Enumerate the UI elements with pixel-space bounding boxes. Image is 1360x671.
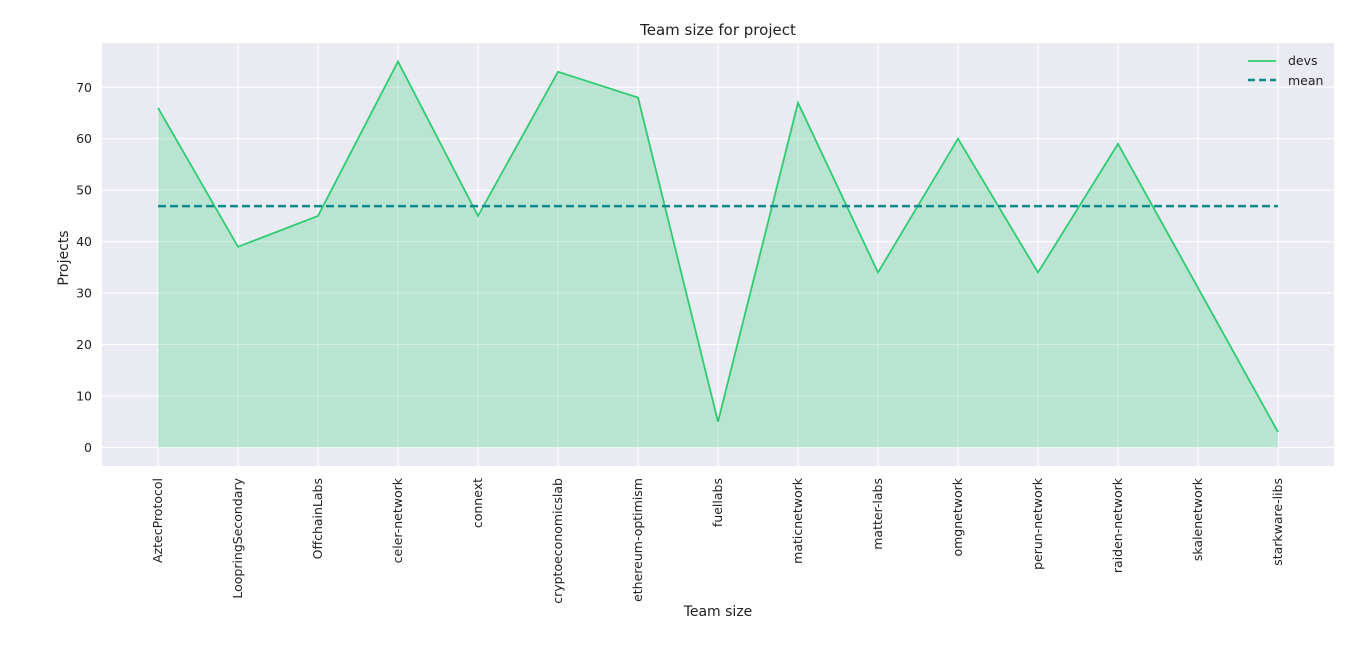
y-tick-label: 40 (76, 234, 92, 249)
series-layer (157, 59, 1279, 433)
x-tick-label: celer-network (390, 477, 405, 563)
y-tick-label: 60 (76, 131, 92, 146)
legend-devs-label: devs (1288, 53, 1318, 68)
x-tick-label: raiden-network (1110, 477, 1125, 573)
x-tick-label: omgnetwork (950, 477, 965, 556)
y-tick-label: 30 (76, 286, 92, 301)
x-tick-label: fuellabs (710, 478, 725, 527)
x-tick-label: matter-labs (870, 478, 885, 550)
area-fill-layer (102, 43, 1334, 466)
x-tick-label: ethereum-optimism (630, 478, 645, 602)
x-tick-label: OffchainLabs (310, 478, 325, 559)
x-tick-label: cryptoeconomicslab (550, 478, 565, 604)
x-tick-labels: AztecProtocol LoopringSecondary OffchainLa… (150, 477, 1285, 604)
legend-mean-label: mean (1288, 73, 1323, 88)
y-tick-labels: 0 10 20 30 40 50 60 70 (76, 80, 92, 455)
x-tick-label: skalenetwork (1190, 477, 1205, 561)
devs-area-fill (158, 61, 1278, 448)
x-tick-label: AztecProtocol (150, 478, 165, 563)
y-tick-label: 0 (84, 440, 92, 455)
y-tick-label: 70 (76, 80, 92, 95)
y-tick-label: 50 (76, 183, 92, 198)
y-axis-label: Projects (56, 230, 72, 285)
x-tick-label: LoopringSecondary (230, 477, 245, 598)
x-tick-label: maticnetwork (790, 477, 805, 564)
x-axis-label: Team size (683, 604, 753, 620)
y-tick-label: 10 (76, 389, 92, 404)
x-tick-label: starkware-libs (1270, 478, 1285, 566)
x-tick-label: perun-network (1030, 477, 1045, 570)
x-tick-label: connext (470, 478, 485, 528)
legend: devs mean (1248, 53, 1323, 88)
chart-title: Team size for project (639, 21, 796, 39)
y-tick-label: 20 (76, 337, 92, 352)
